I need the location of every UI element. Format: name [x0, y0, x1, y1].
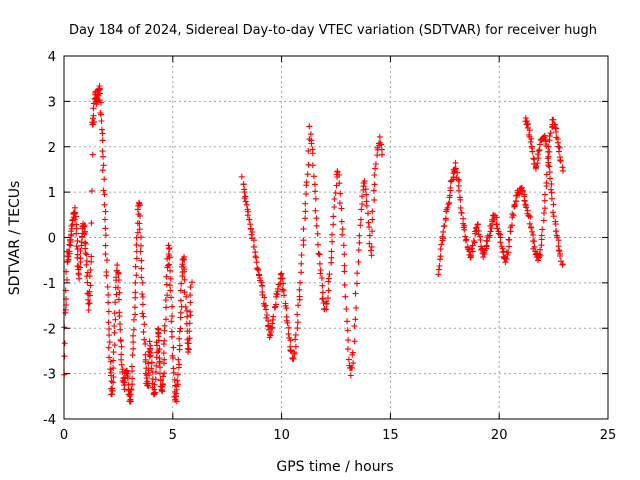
x-tick-label: 25	[600, 428, 617, 443]
y-tick-label: 1	[48, 186, 56, 201]
y-tick-label: 3	[48, 95, 56, 110]
y-axis-label: SDTVAR / TECUs	[7, 181, 23, 296]
y-tick-label: -4	[43, 413, 56, 428]
y-tick-label: 4	[48, 50, 56, 65]
chart-background	[0, 0, 640, 480]
sdtvar-chart: Day 184 of 2024, Sidereal Day-to-day VTE…	[0, 0, 640, 480]
chart-title: Day 184 of 2024, Sidereal Day-to-day VTE…	[69, 23, 597, 38]
x-tick-label: 5	[169, 428, 177, 443]
y-tick-label: 0	[48, 232, 56, 247]
y-tick-label: 2	[48, 141, 56, 156]
x-tick-label: 0	[60, 428, 68, 443]
y-tick-label: -3	[43, 368, 56, 383]
y-tick-label: -2	[43, 322, 56, 337]
y-tick-label: -1	[43, 277, 56, 292]
x-axis-label: GPS time / hours	[276, 459, 393, 475]
x-tick-label: 20	[491, 428, 508, 443]
x-tick-label: 15	[382, 428, 399, 443]
x-tick-label: 10	[273, 428, 290, 443]
